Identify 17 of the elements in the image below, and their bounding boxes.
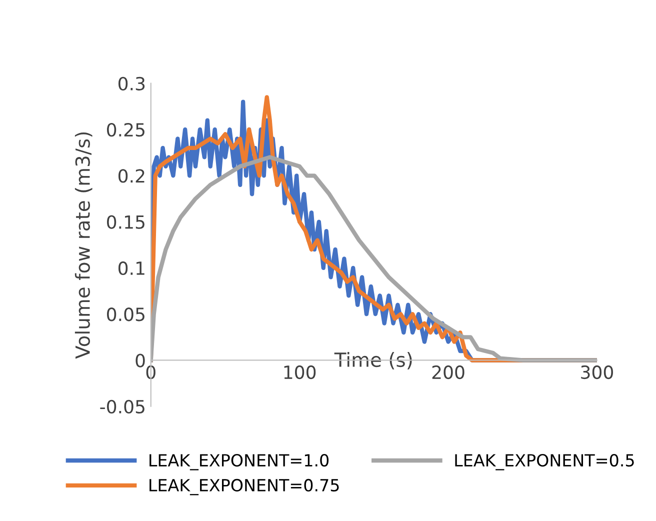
y-tick-label: 0.3 bbox=[118, 76, 145, 90]
y-axis-title: Volume fow rate (m3/s) bbox=[74, 132, 92, 359]
y-tick-label: 0.1 bbox=[118, 261, 144, 276]
y-tick-label: -0.05 bbox=[100, 400, 144, 414]
x-tick-label: 300 bbox=[581, 365, 613, 380]
y-tick-label: 0.25 bbox=[107, 122, 144, 137]
x-tick-label: 200 bbox=[432, 365, 464, 380]
y-tick-label: 0.05 bbox=[107, 308, 144, 322]
y-tick-label: 0.2 bbox=[118, 169, 144, 183]
y-tick-label: 0 bbox=[136, 354, 145, 368]
legend-label: LEAK_EXPONENT=0.5 bbox=[455, 454, 634, 470]
x-axis-title: Time (s) bbox=[334, 352, 412, 370]
x-tick-label: 100 bbox=[284, 365, 316, 380]
y-tick-label: 0.15 bbox=[107, 215, 144, 229]
legend-label: LEAK_EXPONENT=0.75 bbox=[150, 478, 339, 496]
legend-label: LEAK_EXPONENT=1.0 bbox=[150, 454, 329, 470]
x-tick-label: 0 bbox=[146, 365, 156, 380]
